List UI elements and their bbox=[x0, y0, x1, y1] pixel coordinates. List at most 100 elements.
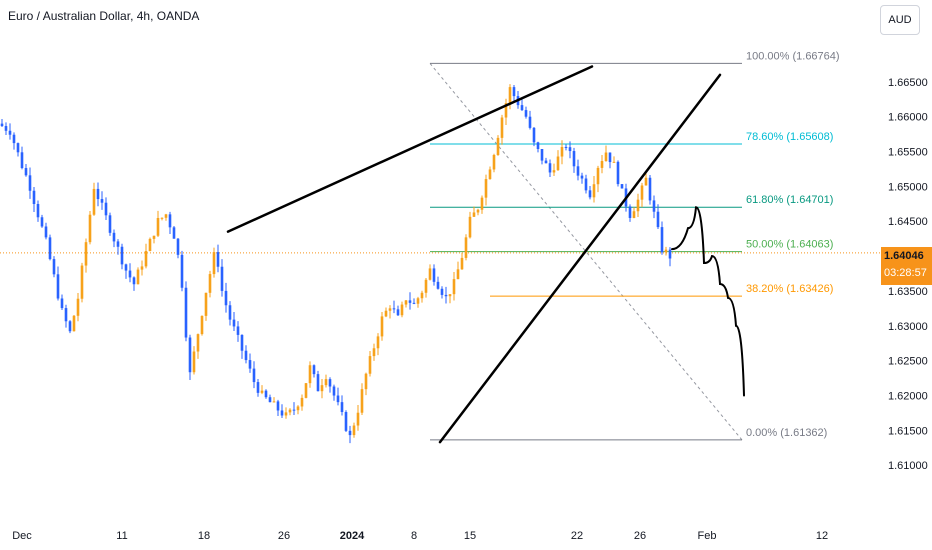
candle-body bbox=[108, 215, 112, 233]
candle-body bbox=[496, 137, 500, 155]
candle-body bbox=[308, 365, 312, 384]
candle-body bbox=[408, 300, 412, 303]
candle-body bbox=[92, 188, 96, 215]
candle-body bbox=[280, 410, 284, 416]
candle-body bbox=[164, 214, 168, 218]
y-tick-label: 1.63500 bbox=[888, 286, 928, 298]
candle-body bbox=[104, 202, 108, 216]
candle-body bbox=[228, 305, 232, 320]
candle-body bbox=[660, 227, 664, 253]
candle-body bbox=[472, 212, 476, 217]
candle-body bbox=[224, 290, 228, 306]
candle-body bbox=[292, 409, 296, 411]
fib-level-label: 0.00% (1.61362) bbox=[746, 427, 827, 439]
candle-body bbox=[244, 350, 248, 361]
x-tick-label: 2024 bbox=[340, 530, 365, 542]
candle-body bbox=[540, 149, 544, 161]
candle-body bbox=[312, 365, 316, 375]
candle-body bbox=[528, 116, 532, 128]
candle-body bbox=[372, 348, 376, 357]
candle-body bbox=[240, 334, 244, 351]
candle-body bbox=[64, 308, 68, 322]
candle-body bbox=[664, 249, 668, 253]
candle-body bbox=[412, 302, 416, 304]
candle-body bbox=[620, 184, 624, 189]
candle-body bbox=[548, 163, 552, 173]
candle-body bbox=[580, 175, 584, 179]
currency-button[interactable]: AUD bbox=[880, 5, 920, 35]
candle-body bbox=[32, 190, 36, 205]
candle-body bbox=[436, 281, 440, 289]
candle-body bbox=[4, 126, 8, 131]
x-tick-label: 12 bbox=[816, 530, 828, 542]
candle-body bbox=[220, 266, 224, 291]
candle-body bbox=[172, 227, 176, 239]
bar-countdown: 03:28:57 bbox=[884, 267, 927, 279]
candle-body bbox=[196, 334, 200, 352]
y-tick-label: 1.62000 bbox=[888, 390, 928, 402]
candle-body bbox=[468, 216, 472, 238]
x-tick-label: 18 bbox=[198, 530, 210, 542]
candle-body bbox=[260, 390, 264, 393]
candle-body bbox=[188, 337, 192, 373]
candle-body bbox=[428, 268, 432, 280]
candle-body bbox=[68, 321, 72, 332]
candle-body bbox=[596, 167, 600, 185]
candle-body bbox=[396, 309, 400, 316]
candle-body bbox=[208, 274, 212, 293]
candle-body bbox=[656, 211, 660, 228]
symbol-title: Euro / Australian Dollar, 4h, OANDA bbox=[8, 9, 200, 23]
candle-body bbox=[524, 110, 528, 117]
candle-body bbox=[608, 152, 612, 163]
candle-body bbox=[404, 300, 408, 305]
candle-body bbox=[168, 214, 172, 228]
candle-body bbox=[136, 269, 140, 285]
candle-body bbox=[264, 390, 268, 398]
candle-body bbox=[324, 379, 328, 386]
candle-body bbox=[60, 298, 64, 309]
x-tick-label: 22 bbox=[571, 530, 583, 542]
candle-body bbox=[560, 146, 564, 157]
candle-body bbox=[284, 412, 288, 416]
candle-body bbox=[484, 179, 488, 198]
candle-body bbox=[460, 257, 464, 270]
candle-body bbox=[12, 134, 16, 144]
candle-body bbox=[564, 146, 568, 148]
x-tick-label: 26 bbox=[278, 530, 290, 542]
candle-body bbox=[268, 397, 272, 403]
candle-body bbox=[200, 315, 204, 335]
candle-body bbox=[380, 316, 384, 337]
candle-body bbox=[84, 242, 88, 266]
candle-body bbox=[504, 103, 508, 118]
candle-body bbox=[364, 373, 368, 390]
candle-body bbox=[180, 254, 184, 288]
candle-body bbox=[160, 217, 164, 219]
candle-body bbox=[332, 386, 336, 396]
candle-body bbox=[420, 292, 424, 299]
candle-body bbox=[556, 156, 560, 171]
candle-body bbox=[120, 246, 124, 265]
fib-level-label: 61.80% (1.64701) bbox=[746, 194, 833, 206]
candle-body bbox=[544, 160, 548, 164]
candle-body bbox=[440, 288, 444, 295]
candle-body bbox=[336, 395, 340, 403]
candle-body bbox=[112, 232, 116, 242]
x-tick-label: 8 bbox=[411, 530, 417, 542]
candle-body bbox=[328, 379, 332, 387]
candle-body bbox=[480, 197, 484, 210]
candle-body bbox=[144, 251, 148, 267]
candle-body bbox=[448, 294, 452, 297]
candle-body bbox=[424, 279, 428, 293]
candle-body bbox=[52, 259, 56, 275]
candle-body bbox=[616, 161, 620, 185]
candle-body bbox=[512, 87, 516, 97]
candle-body bbox=[8, 130, 12, 135]
candle-body bbox=[444, 294, 448, 297]
x-tick-label: Feb bbox=[698, 530, 717, 542]
candle-body bbox=[212, 252, 216, 275]
projection-drawing bbox=[671, 206, 745, 397]
fib-level-label: 38.20% (1.63426) bbox=[746, 283, 833, 295]
candle-body bbox=[360, 389, 364, 413]
candle-body bbox=[492, 154, 496, 170]
